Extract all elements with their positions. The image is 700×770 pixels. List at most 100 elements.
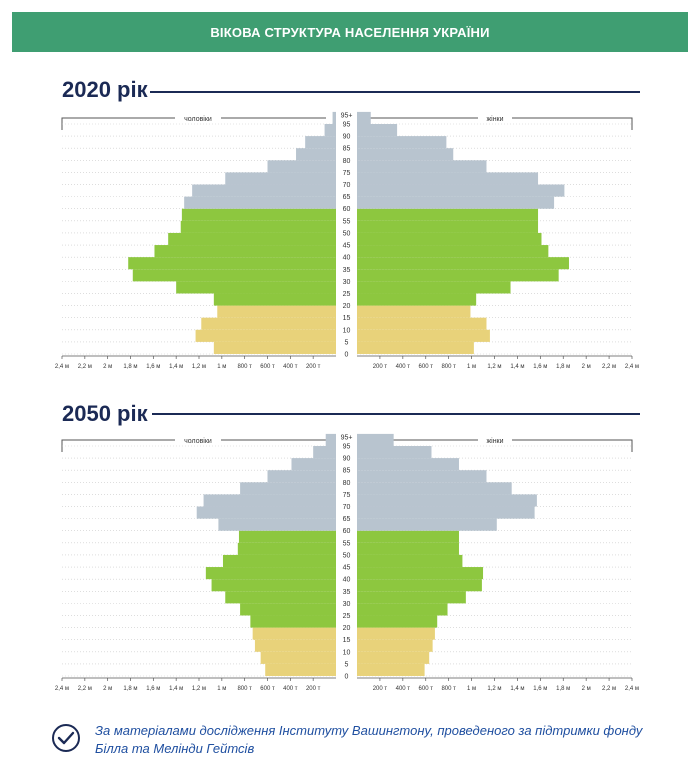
age-tick-label: 30 [343, 279, 351, 286]
header-banner: ВІКОВА СТРУКТУРА НАСЕЛЕННЯ УКРАЇНИ [12, 12, 688, 52]
x-tick-label-female: 1,6 м [533, 686, 547, 692]
age-tick-label: 95+ [341, 113, 353, 120]
bar-female [357, 245, 549, 258]
age-tick-label: 45 [343, 565, 351, 572]
bar-female [357, 281, 511, 294]
x-tick-label-female: 1 м [467, 364, 476, 370]
age-tick-label: 60 [343, 206, 351, 213]
bar-male [267, 470, 336, 483]
bar-female [357, 482, 512, 495]
female-label: жінки [486, 115, 503, 123]
x-tick-label-male: 1,4 м [169, 364, 183, 370]
age-tick-label: 70 [343, 504, 351, 511]
bar-female [357, 554, 463, 568]
label-bg [478, 434, 512, 446]
age-tick-label: 95+ [341, 435, 353, 442]
x-tick-label-female: 800 т [441, 686, 456, 692]
bar-male [154, 245, 336, 258]
x-tick-label-female: 2 м [582, 364, 591, 370]
bar-female [357, 651, 430, 664]
x-tick-label-female: 200 т [373, 686, 388, 692]
age-tick-label: 0 [345, 674, 349, 681]
age-tick-label: 75 [343, 492, 351, 499]
age-tick-label: 90 [343, 134, 351, 141]
population-pyramid-chart: чоловіки жінки 0 5 10 15 20 25 30 35 40 45 50 55 60 65 7… [55, 111, 639, 370]
x-tick-label-female: 1,2 м [487, 364, 501, 370]
age-tick-label: 55 [343, 218, 351, 225]
age-tick-label: 20 [343, 303, 351, 310]
bar-male [192, 184, 336, 197]
x-tick-label-male: 1,2 м [192, 364, 206, 370]
bar-female [357, 317, 487, 330]
age-tick-label: 45 [343, 243, 351, 250]
age-tick-label: 5 [345, 661, 349, 668]
x-tick-label-male: 600 т [260, 686, 275, 692]
bar-male [211, 579, 336, 592]
x-tick-label-male: 2,4 м [55, 686, 69, 692]
x-tick-label-male: 1,2 м [192, 686, 206, 692]
bar-female [357, 232, 542, 246]
age-tick-label: 80 [343, 480, 351, 487]
x-tick-label-female: 1,8 м [556, 686, 570, 692]
x-tick-label-male: 1 м [217, 686, 226, 692]
age-tick-label: 40 [343, 577, 351, 584]
x-tick-label-male: 600 т [260, 364, 275, 370]
age-tick-label: 50 [343, 230, 351, 237]
bar-male [213, 293, 336, 306]
x-tick-label-male: 400 т [283, 686, 298, 692]
x-tick-label-male: 1,8 м [123, 364, 137, 370]
x-tick-label-female: 200 т [373, 364, 388, 370]
bar-female [357, 433, 394, 446]
title-divider [152, 413, 640, 415]
bar-male [260, 651, 336, 664]
bracket-female [367, 439, 633, 452]
bar-female [357, 136, 447, 149]
age-tick-label: 40 [343, 255, 351, 262]
bar-female [357, 148, 454, 161]
age-tick-label: 35 [343, 267, 351, 274]
bar-male [267, 160, 336, 173]
bar-female [357, 196, 555, 209]
bar-male [238, 530, 336, 543]
bar-male [176, 281, 336, 294]
age-tick-label: 95 [343, 122, 351, 129]
bar-female [357, 663, 425, 676]
female-label: жінки [486, 437, 503, 445]
title-divider [150, 91, 640, 93]
bar-female [357, 530, 459, 543]
bar-male [217, 305, 336, 318]
bar-female [357, 305, 471, 318]
x-tick-label-male: 2 м [103, 364, 112, 370]
bar-female [357, 329, 490, 342]
x-tick-label-female: 1,2 м [487, 686, 501, 692]
bar-male [313, 446, 336, 459]
bracket-female [367, 117, 633, 130]
label-bg [478, 112, 512, 124]
age-tick-label: 55 [343, 540, 351, 547]
bar-female [357, 208, 539, 221]
bar-female [357, 518, 497, 531]
bar-female [357, 542, 459, 555]
age-tick-label: 20 [343, 625, 351, 632]
bar-female [357, 579, 482, 592]
bar-male [291, 458, 336, 471]
age-tick-label: 80 [343, 158, 351, 165]
age-tick-label: 10 [343, 649, 351, 656]
age-tick-label: 25 [343, 291, 351, 298]
bar-male [203, 494, 336, 507]
x-tick-label-female: 400 т [396, 364, 411, 370]
x-tick-label-male: 2,4 м [55, 364, 69, 370]
bar-female [357, 341, 474, 354]
x-tick-label-male: 1,6 м [146, 686, 160, 692]
age-tick-label: 70 [343, 182, 351, 189]
age-tick-label: 60 [343, 528, 351, 535]
bar-male [240, 603, 336, 616]
x-tick-label-female: 1,4 м [510, 364, 524, 370]
bar-male [325, 433, 336, 446]
age-tick-label: 95 [343, 444, 351, 451]
label-bg [175, 112, 221, 124]
bar-male [296, 148, 336, 161]
x-tick-label-female: 1 м [467, 686, 476, 692]
x-tick-label-female: 400 т [396, 686, 411, 692]
age-tick-label: 50 [343, 552, 351, 559]
